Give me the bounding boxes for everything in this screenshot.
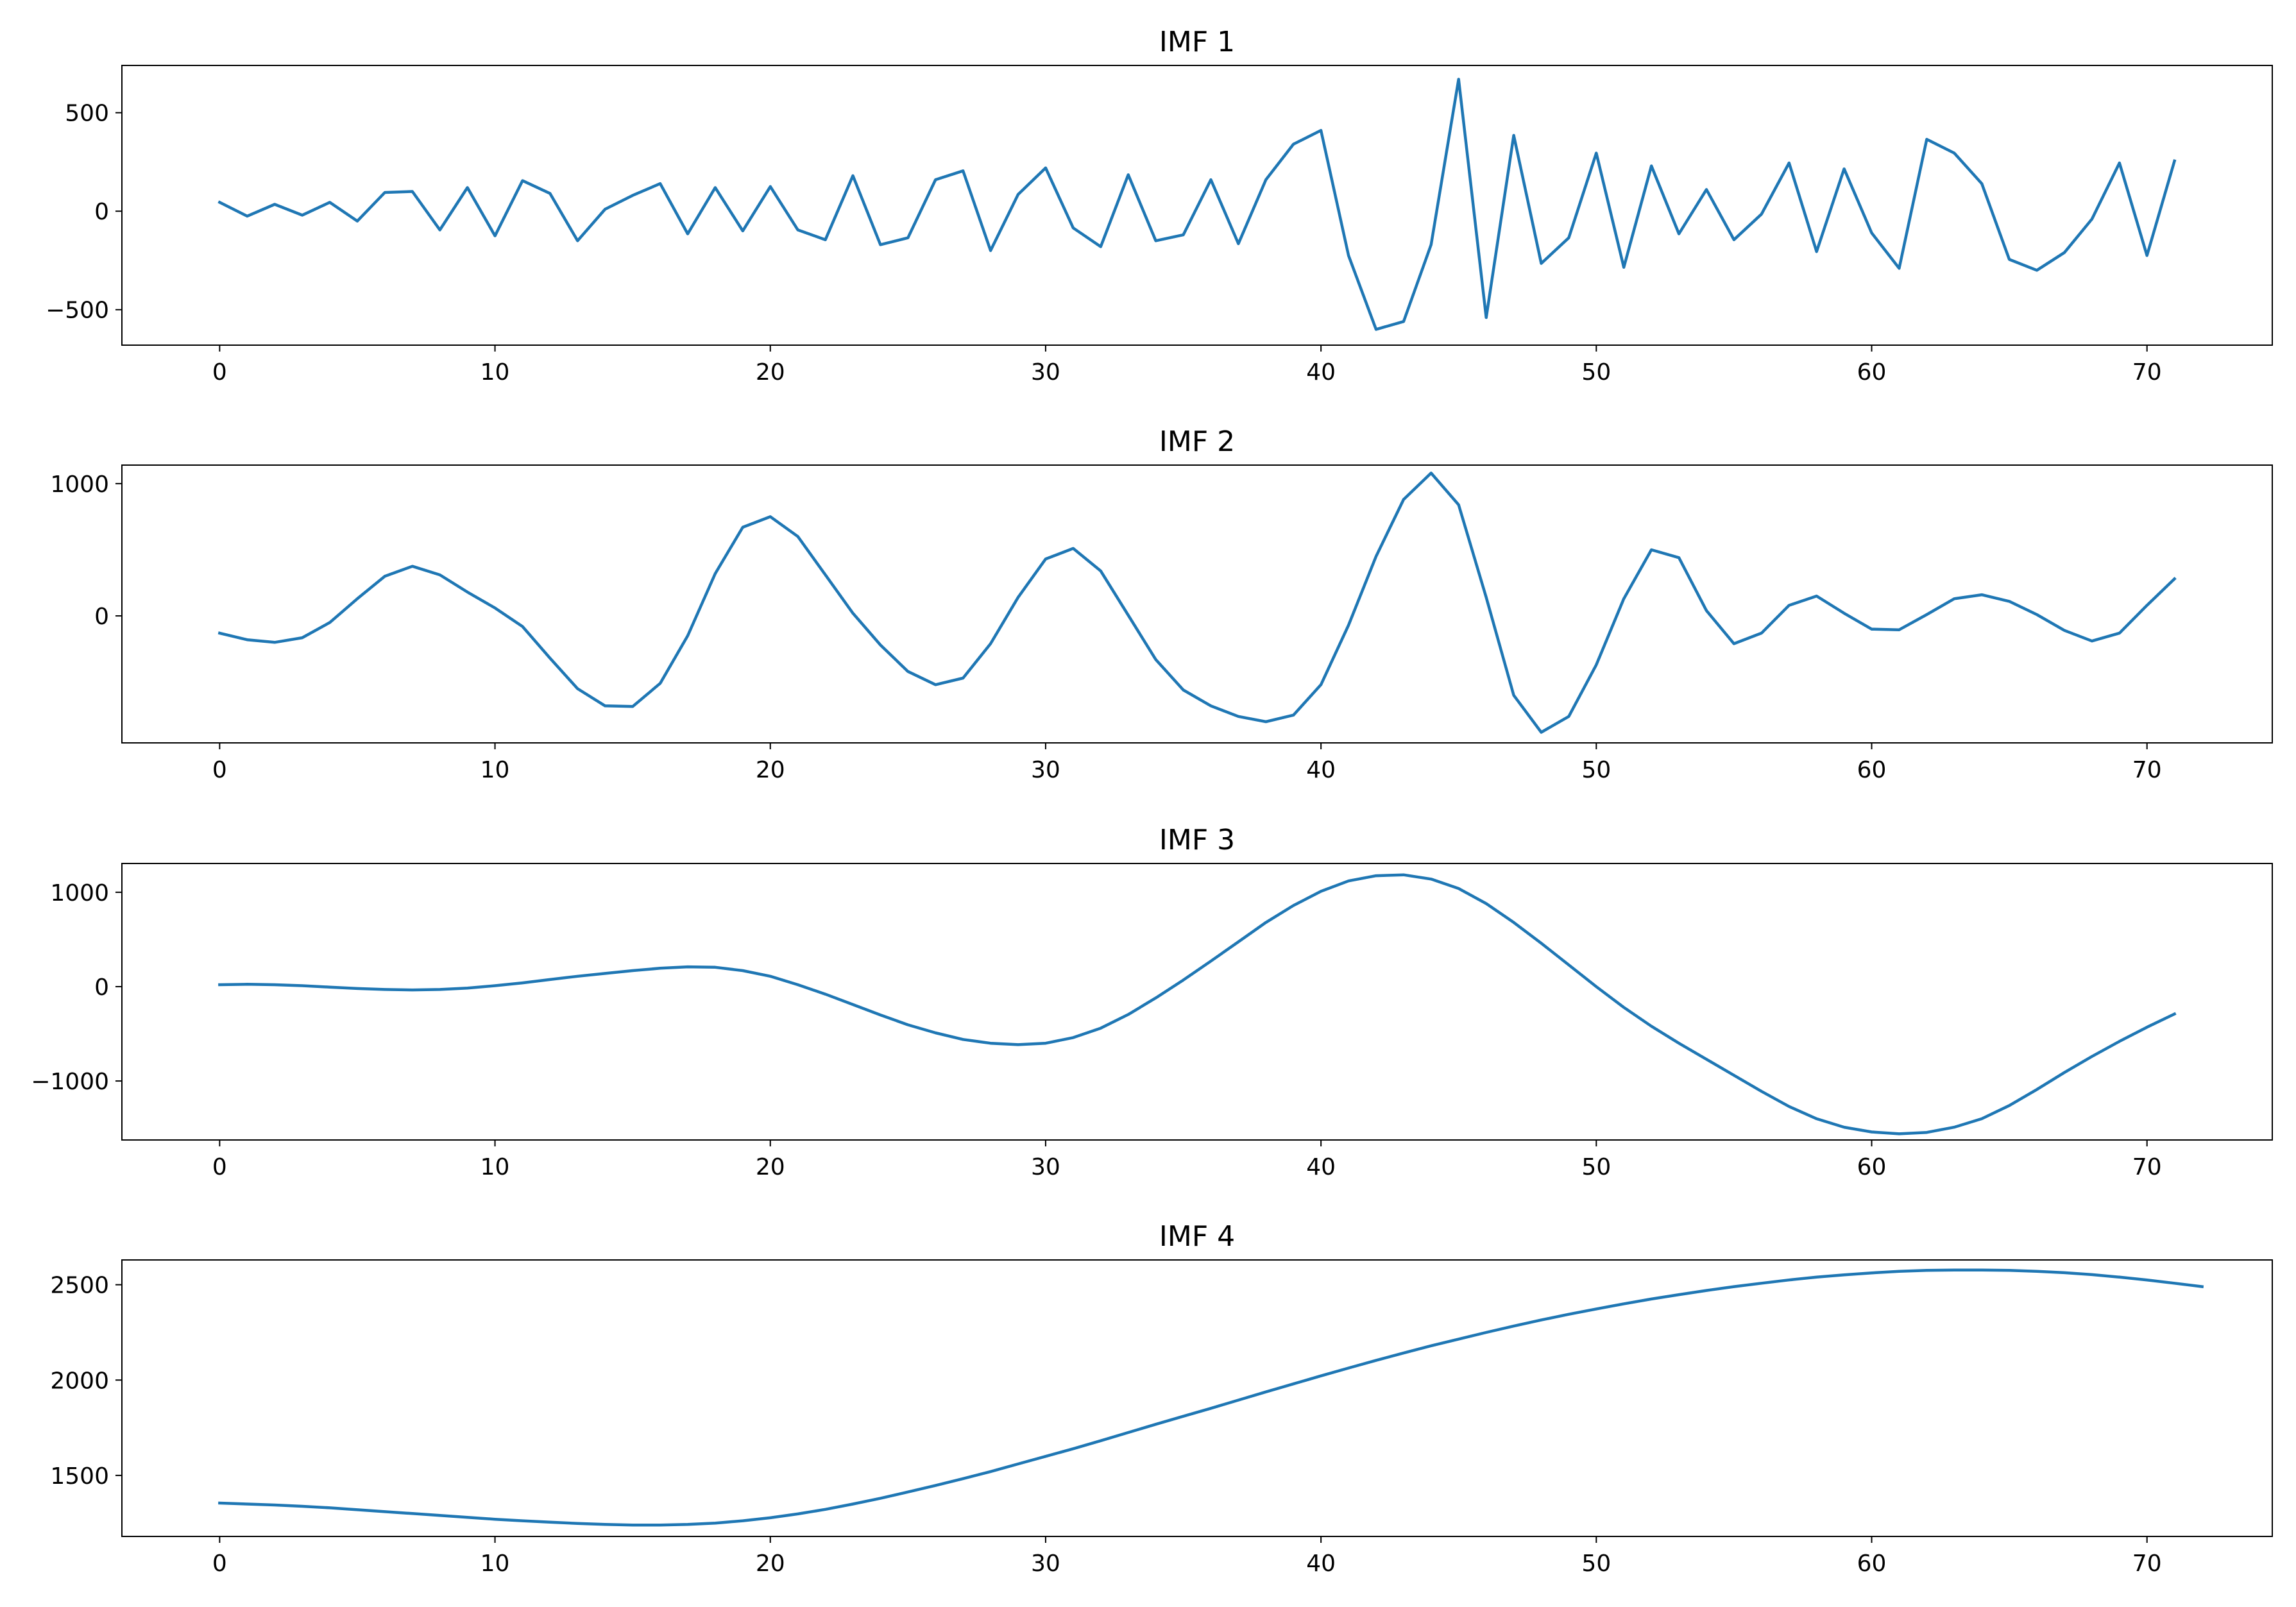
imf-1-series-line [217, 78, 2177, 331]
imf-4-x-tick-label: 60 [1857, 1551, 1887, 1577]
imf-2-y-tick-label: 1000 [50, 472, 109, 498]
imf-3-y-tick-label: 1000 [50, 880, 109, 906]
imf-3-x-tick-label: 50 [1581, 1154, 1611, 1180]
imf-3-x-tick-label: 40 [1306, 1154, 1336, 1180]
imf-4-axes-frame [121, 1259, 2273, 1537]
imf-3-axes-frame [121, 863, 2273, 1141]
imf-1-title: IMF 1 [1159, 26, 1235, 58]
imf-3-series-line [218, 873, 2177, 1135]
imf-4-x-tick-label: 10 [480, 1551, 510, 1577]
imf-3-x-tick-label: 0 [212, 1154, 227, 1180]
imf-1-x-tick-label: 70 [2132, 359, 2162, 386]
imf-3-x-tick-label: 20 [756, 1154, 785, 1180]
imf-1-y-tick-label: 0 [94, 199, 109, 225]
imf-4-y-tick-label: 2000 [50, 1368, 109, 1394]
imf-1-x-tick-label: 20 [756, 359, 785, 386]
imf-3-y-tick-label: −1000 [31, 1069, 109, 1095]
imf-2-y-tick-label: 0 [94, 604, 109, 630]
imf-2-x-tick-label: 60 [1857, 757, 1887, 783]
imf-1-x-tick-label: 40 [1306, 359, 1336, 386]
imf-1-x-tick-label: 60 [1857, 359, 1887, 386]
imf-2-x-tick-label: 70 [2132, 757, 2162, 783]
imf-4-x-tick-label: 30 [1031, 1551, 1060, 1577]
imf-2-x-tick-label: 10 [480, 757, 510, 783]
imf-1-axes-frame [121, 65, 2273, 346]
imf-1-x-tick-label: 30 [1031, 359, 1060, 386]
imf-2-x-tick-label: 40 [1306, 757, 1336, 783]
imf-2-series-line [217, 472, 2177, 734]
imf-4-x-tick-label: 50 [1581, 1551, 1611, 1577]
imf-3-x-tick-label: 60 [1857, 1154, 1887, 1180]
imf-2-x-tick-label: 50 [1581, 757, 1611, 783]
imf-3-panel: IMF 3 0 10 20 30 40 50 60 70 −1000 0 1000 [31, 824, 2273, 1180]
imf-1-x-tick-label: 50 [1581, 359, 1611, 386]
imf-4-y-tick-label: 1500 [50, 1463, 109, 1490]
imf-1-x-tick-label: 0 [212, 359, 227, 386]
imf-4-panel: IMF 4 0 10 20 30 40 50 60 70 1500 2000 2500 [50, 1220, 2273, 1577]
imf-2-x-tick-label: 0 [212, 757, 227, 783]
imf-4-x-tick-label: 0 [212, 1551, 227, 1577]
imf-4-series-line [218, 1268, 2204, 1527]
imf-1-y-tick-label: −500 [46, 298, 109, 324]
imf-4-x-tick-label: 70 [2132, 1551, 2162, 1577]
imf-2-x-tick-label: 20 [756, 757, 785, 783]
imf-3-x-tick-label: 30 [1031, 1154, 1060, 1180]
imf-2-x-tick-label: 30 [1031, 757, 1060, 783]
imf-4-y-tick-label: 2500 [50, 1273, 109, 1299]
imf-2-title: IMF 2 [1159, 425, 1235, 458]
imf-1-y-tick-label: 500 [65, 101, 109, 127]
imf-3-title: IMF 3 [1159, 824, 1235, 856]
imf-1-panel: IMF 1 0 10 20 30 40 50 60 70 −500 0 500 [46, 26, 2273, 386]
imf-4-title: IMF 4 [1159, 1220, 1235, 1253]
imf-4-x-tick-label: 20 [756, 1551, 785, 1577]
imf-4-x-tick-label: 40 [1306, 1551, 1336, 1577]
imf-3-y-tick-label: 0 [94, 974, 109, 1001]
imf-3-x-tick-label: 10 [480, 1154, 510, 1180]
imf-3-x-tick-label: 70 [2132, 1154, 2162, 1180]
imf-1-x-tick-label: 10 [480, 359, 510, 386]
imf-2-panel: IMF 2 0 10 20 30 40 50 60 70 0 1000 [50, 425, 2273, 783]
imf-2-axes-frame [121, 464, 2273, 744]
